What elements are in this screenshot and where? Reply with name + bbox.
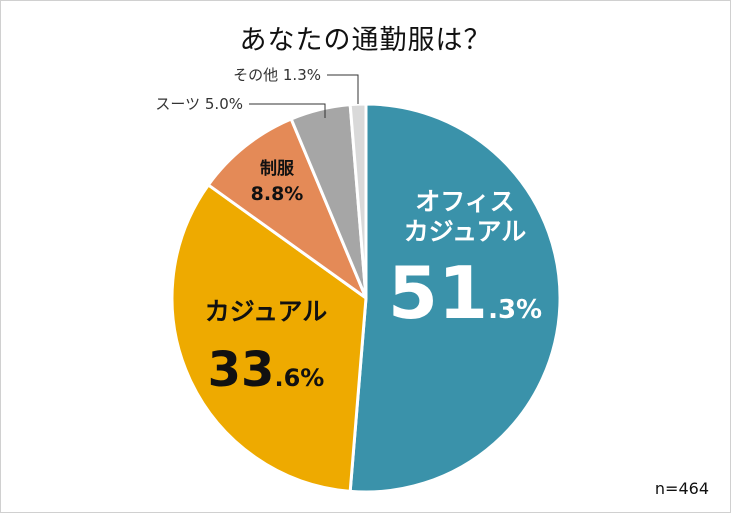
leader-line <box>249 103 326 118</box>
slice-category-label: カジュアル <box>205 297 328 326</box>
chart-title: あなたの通勤服は？ <box>239 25 492 56</box>
slice-outside-label: スーツ 5.0% <box>155 95 243 113</box>
slice-label-4: その他 1.3% <box>233 66 359 104</box>
slice-value-big: 51 <box>388 251 488 335</box>
pie-slice-2 <box>206 117 368 300</box>
slice-value-small: .3% <box>488 295 542 325</box>
slice-category-label: オフィス <box>415 187 515 216</box>
slice-category-label: 制服 <box>260 158 295 179</box>
slice-value-small: .6% <box>274 364 324 392</box>
slice-category-label: カジュアル <box>404 217 527 246</box>
pie-slice-1 <box>170 183 368 493</box>
sample-size-label: n=464 <box>654 479 709 498</box>
slice-label-2: 制服 8.8% <box>251 158 304 205</box>
slice-label-1: カジュアル 33.6% <box>205 297 328 398</box>
slice-outside-label: その他 1.3% <box>233 66 321 84</box>
slice-value-label: 8.8% <box>251 183 304 205</box>
pie-slice-4 <box>348 102 368 300</box>
pie-slice-0 <box>348 102 562 494</box>
slice-value-label: 51.3% <box>388 251 542 335</box>
leader-line <box>327 74 359 104</box>
slice-label-3: スーツ 5.0% <box>155 95 326 118</box>
slice-value-label: 33.6% <box>208 342 325 398</box>
slice-value-big: 33 <box>208 342 275 398</box>
